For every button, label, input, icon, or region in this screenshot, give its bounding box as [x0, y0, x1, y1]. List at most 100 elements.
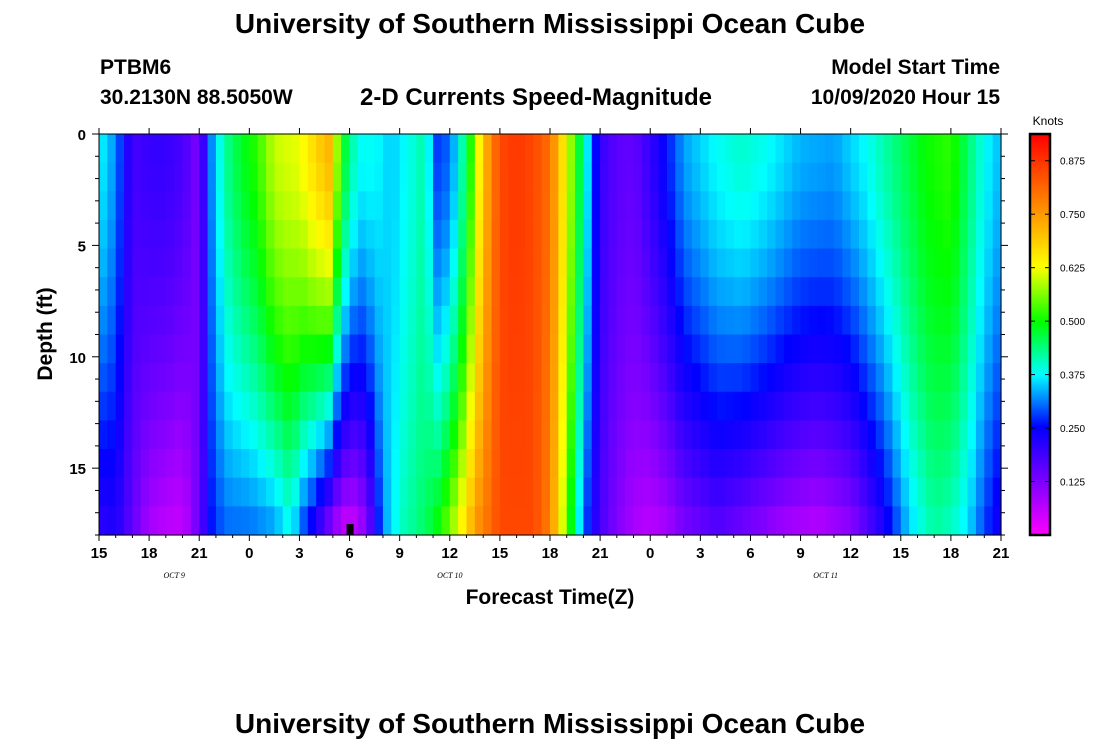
heatmap-cell: [875, 305, 885, 336]
heatmap-cell: [833, 363, 843, 393]
heatmap-cell: [324, 219, 334, 250]
heatmap-cell: [374, 449, 384, 479]
heatmap-cell: [616, 191, 626, 221]
heatmap-cell: [541, 162, 551, 192]
heatmap-cell: [700, 134, 710, 164]
heatmap-cell: [975, 219, 985, 250]
heatmap-cell: [382, 248, 392, 278]
heatmap-cell: [249, 391, 259, 422]
heatmap-cell: [316, 363, 326, 393]
heatmap-cell: [800, 334, 810, 364]
heatmap-cell: [800, 248, 810, 278]
heatmap-cell: [725, 334, 735, 364]
heatmap-cell: [508, 191, 518, 221]
heatmap-cell: [650, 134, 660, 164]
heatmap-cell: [382, 334, 392, 364]
heatmap-cell: [357, 449, 367, 479]
heatmap-cell: [900, 334, 910, 364]
heatmap-cell: [867, 219, 877, 250]
heatmap-cell: [316, 191, 326, 221]
heatmap-cell: [683, 449, 693, 479]
heatmap-cell: [382, 506, 392, 536]
heatmap-cell: [658, 191, 668, 221]
heatmap-cell: [691, 219, 701, 250]
heatmap-cell: [266, 277, 275, 307]
heatmap-cell: [274, 277, 284, 307]
heatmap-cell: [307, 305, 317, 336]
heatmap-cell: [984, 506, 994, 536]
heatmap-cell: [224, 162, 234, 192]
heatmap-cell: [349, 391, 359, 422]
heatmap-cell: [583, 162, 593, 192]
heatmap-cell: [149, 219, 159, 250]
heatmap-cell: [550, 305, 559, 336]
heatmap-cell: [591, 277, 601, 307]
heatmap-cell: [124, 449, 134, 479]
heatmap-cell: [700, 477, 710, 507]
heatmap-cell: [207, 219, 217, 250]
heatmap-cell: [190, 248, 200, 278]
heatmap-cell: [942, 277, 952, 307]
heatmap-cell: [733, 162, 743, 192]
heatmap-cell: [700, 305, 710, 336]
heatmap-cell: [516, 248, 526, 278]
heatmap-cell: [783, 277, 793, 307]
heatmap-cell: [382, 191, 392, 221]
heatmap-cell: [658, 305, 668, 336]
heatmap-cell: [842, 391, 852, 422]
heatmap-cell: [266, 162, 275, 192]
heatmap-cell: [190, 391, 200, 422]
heatmap-cell: [808, 506, 818, 536]
heatmap-cell: [683, 219, 693, 250]
heatmap-cell: [767, 248, 777, 278]
heatmap-cell: [466, 305, 476, 336]
heatmap-cell: [165, 391, 175, 422]
heatmap-cell: [257, 506, 267, 536]
heatmap-cell: [240, 420, 250, 450]
heatmap-cell: [399, 219, 409, 250]
x-tick-label: 18: [542, 545, 559, 562]
heatmap-cell: [867, 334, 877, 364]
heatmap-cell: [917, 391, 927, 422]
heatmap-cell: [99, 334, 108, 364]
heatmap-cell: [959, 219, 969, 250]
heatmap-cell: [583, 420, 593, 450]
heatmap-cell: [817, 449, 827, 479]
heatmap-cell: [182, 477, 192, 507]
heatmap-cell: [207, 506, 217, 536]
heatmap-cell: [115, 191, 125, 221]
heatmap-cell: [524, 277, 534, 307]
heatmap-cell: [132, 134, 142, 164]
heatmap-cell: [558, 477, 568, 507]
x-tick-label: 3: [696, 545, 704, 562]
heatmap-cell: [274, 420, 284, 450]
heatmap-cell: [349, 248, 359, 278]
heatmap-cell: [550, 248, 559, 278]
heatmap-cell: [124, 334, 134, 364]
heatmap-cell: [758, 219, 768, 250]
heatmap-cell: [207, 334, 217, 364]
heatmap-cell: [391, 506, 401, 536]
heatmap-cell: [591, 363, 601, 393]
heatmap-cell: [850, 277, 860, 307]
heatmap-cell: [499, 477, 509, 507]
heatmap-cell: [800, 219, 810, 250]
heatmap-cell: [842, 420, 852, 450]
heatmap-cell: [917, 305, 927, 336]
heatmap-cell: [850, 420, 860, 450]
heatmap-cell: [633, 277, 643, 307]
heatmap-cell: [934, 219, 944, 250]
heatmap-cell: [583, 305, 593, 336]
heatmap-cell: [274, 305, 284, 336]
heatmap-cell: [783, 191, 793, 221]
heatmap-cell: [959, 305, 969, 336]
heatmap-cell: [658, 477, 668, 507]
heatmap-cell: [625, 162, 635, 192]
heatmap-cell: [182, 219, 192, 250]
heatmap-cell: [808, 391, 818, 422]
heatmap-cell: [299, 420, 309, 450]
heatmap-cell: [808, 477, 818, 507]
heatmap-cell: [99, 363, 108, 393]
heatmap-cell: [683, 134, 693, 164]
heatmap-cell: [608, 420, 618, 450]
